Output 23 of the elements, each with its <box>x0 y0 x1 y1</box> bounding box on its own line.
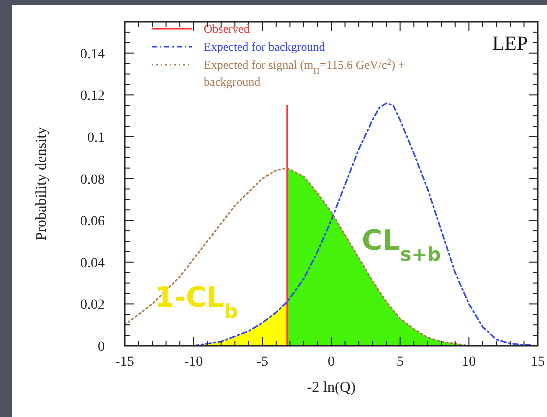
x-tick-label: -15 <box>116 355 134 370</box>
y-tick-label: 0.02 <box>80 298 105 314</box>
x-tick-label: -10 <box>184 355 204 370</box>
y-tick-label: 0.12 <box>80 89 105 104</box>
text: Expected for signal (m$_{H}$=115.6 GeV/c$^{2}$) + background <box>204 58 406 89</box>
x-tick-label: 0 <box>328 355 335 370</box>
y-tick-label: 0.1 <box>88 130 105 146</box>
y-tick-label: 0 <box>98 340 105 355</box>
y-tick-label: 0.06 <box>80 214 105 230</box>
y-tick-label: 0.04 <box>80 256 105 272</box>
annotation: CL$_{s+b}$ <box>362 224 442 266</box>
y-tick-label: 0.08 <box>80 172 105 188</box>
x-axis-title: -2 ln(Q) <box>307 380 356 396</box>
legend-label: Expected for background <box>204 40 326 54</box>
annotation: LEP <box>492 33 528 55</box>
x-tick-label: 15 <box>531 355 545 370</box>
y-axis-title: Probability density <box>34 126 50 241</box>
y-tick-label: 0.14 <box>80 47 105 62</box>
x-tick-label: -5 <box>256 355 269 370</box>
text: Observed <box>204 22 250 36</box>
x-tick-label: 5 <box>396 355 404 370</box>
x-tick-label: 10 <box>462 355 476 370</box>
annotation: 1-CL$_{b}$ <box>155 281 238 323</box>
